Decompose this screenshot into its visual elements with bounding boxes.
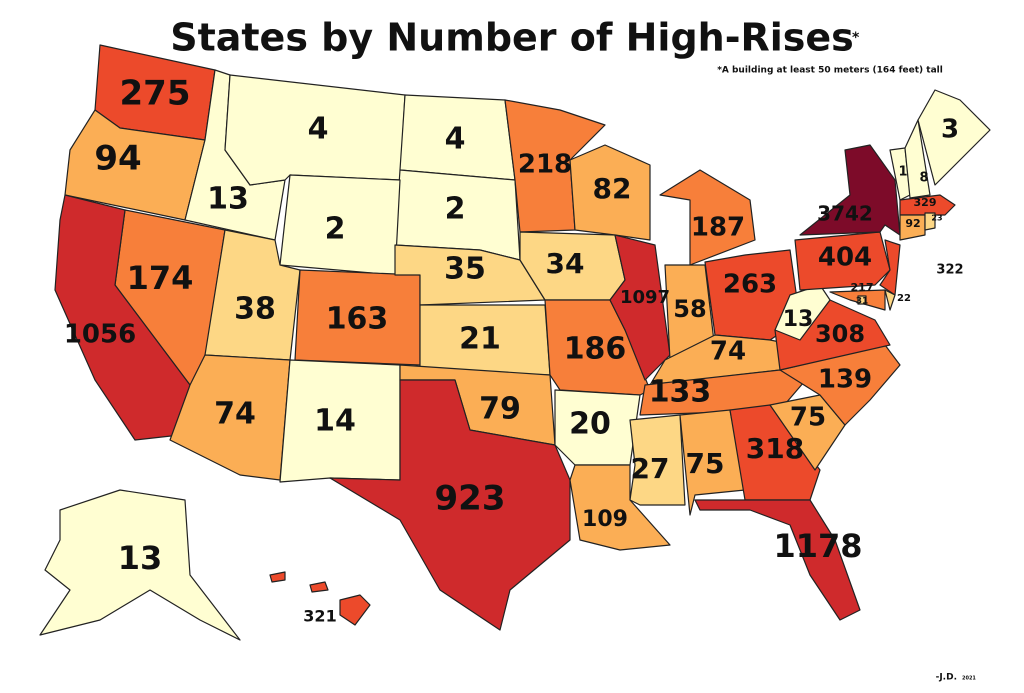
state-value: 318: [746, 432, 804, 465]
state-shape: [774, 284, 831, 341]
state-value: 404: [818, 243, 872, 273]
state-shape: [569, 464, 671, 551]
state-shape: [569, 144, 651, 241]
state-value: 163: [326, 302, 389, 337]
state-value: 263: [723, 270, 777, 300]
state-shape: [329, 379, 571, 631]
state-value: 217: [851, 281, 874, 294]
state-value: 2: [445, 192, 466, 227]
state-value: 27: [631, 452, 670, 485]
state-value: 186: [564, 332, 627, 367]
state-value: 13: [783, 307, 814, 332]
state-shape: [924, 212, 936, 231]
state-value: 322: [936, 263, 963, 278]
signature: -J.D.: [936, 673, 957, 683]
map-title: States by Number of High-Rises: [170, 16, 854, 60]
state-shape: [799, 144, 901, 236]
state-value: 218: [518, 150, 572, 180]
state-value: 174: [127, 259, 194, 297]
state-value: 139: [818, 365, 872, 395]
state-value: 109: [582, 507, 628, 532]
state-value: 74: [214, 397, 256, 432]
state-value: 23: [931, 214, 942, 223]
state-value: 35: [444, 252, 486, 287]
state-value: 187: [691, 213, 745, 243]
state-shape: [54, 194, 191, 441]
state-value: 1: [898, 165, 907, 180]
state-value: 20: [569, 407, 611, 442]
state-value: 3: [941, 115, 959, 145]
state-shape: [899, 194, 956, 216]
state-value: 1056: [64, 320, 136, 350]
state-value: 58: [673, 295, 706, 323]
state-shape: [884, 289, 896, 311]
state-shape: [394, 244, 546, 306]
state-value: 38: [234, 292, 276, 327]
state-value: 1178: [773, 527, 862, 565]
state-value: 75: [686, 447, 725, 480]
state-shape: [609, 234, 671, 381]
state-value: 4: [445, 122, 466, 157]
state-value: 133: [649, 375, 712, 410]
state-value: 75: [790, 403, 826, 433]
state-value: 94: [94, 139, 141, 179]
state-value: 308: [815, 320, 865, 348]
state-shape: [729, 404, 821, 501]
state-value: 275: [120, 74, 191, 114]
state-shape: [659, 169, 756, 266]
state-shape: [39, 489, 241, 641]
state-value: 74: [710, 337, 746, 367]
state-shape: [269, 571, 286, 583]
state-shape: [309, 581, 329, 593]
state-value: 13: [207, 182, 249, 217]
state-shape: [904, 119, 931, 199]
title-mark: *: [852, 30, 860, 46]
state-value: 82: [593, 172, 632, 205]
states: [39, 44, 991, 641]
state-shape: [679, 409, 746, 516]
signature-year: 2021: [962, 676, 976, 682]
note: *A building at least 50 meters (164 feet…: [717, 66, 943, 76]
state-value: 3742: [817, 202, 873, 226]
state-shape: [339, 594, 371, 626]
state-shape: [639, 369, 811, 416]
state-shape: [879, 239, 901, 296]
state-value: 1097: [620, 287, 670, 308]
state-shape: [857, 295, 867, 305]
state-value: 4: [308, 112, 329, 147]
state-value: 2: [325, 212, 346, 247]
state-value: 79: [479, 392, 521, 427]
state-value: 8: [919, 171, 928, 186]
state-shape: [694, 499, 861, 621]
state-value: 21: [459, 322, 501, 357]
state-value: 923: [435, 479, 506, 519]
state-shape: [794, 231, 891, 291]
state-shape: [917, 89, 991, 186]
state-value: 321: [303, 607, 336, 626]
state-shape: [899, 214, 926, 241]
state-value: 31: [856, 297, 869, 307]
state-value: 34: [546, 247, 585, 280]
state-value: 22: [897, 293, 911, 304]
state-value: 14: [314, 404, 356, 439]
state-value: 329: [914, 196, 937, 209]
state-value: 92: [905, 217, 920, 230]
state-value: 13: [118, 539, 163, 577]
